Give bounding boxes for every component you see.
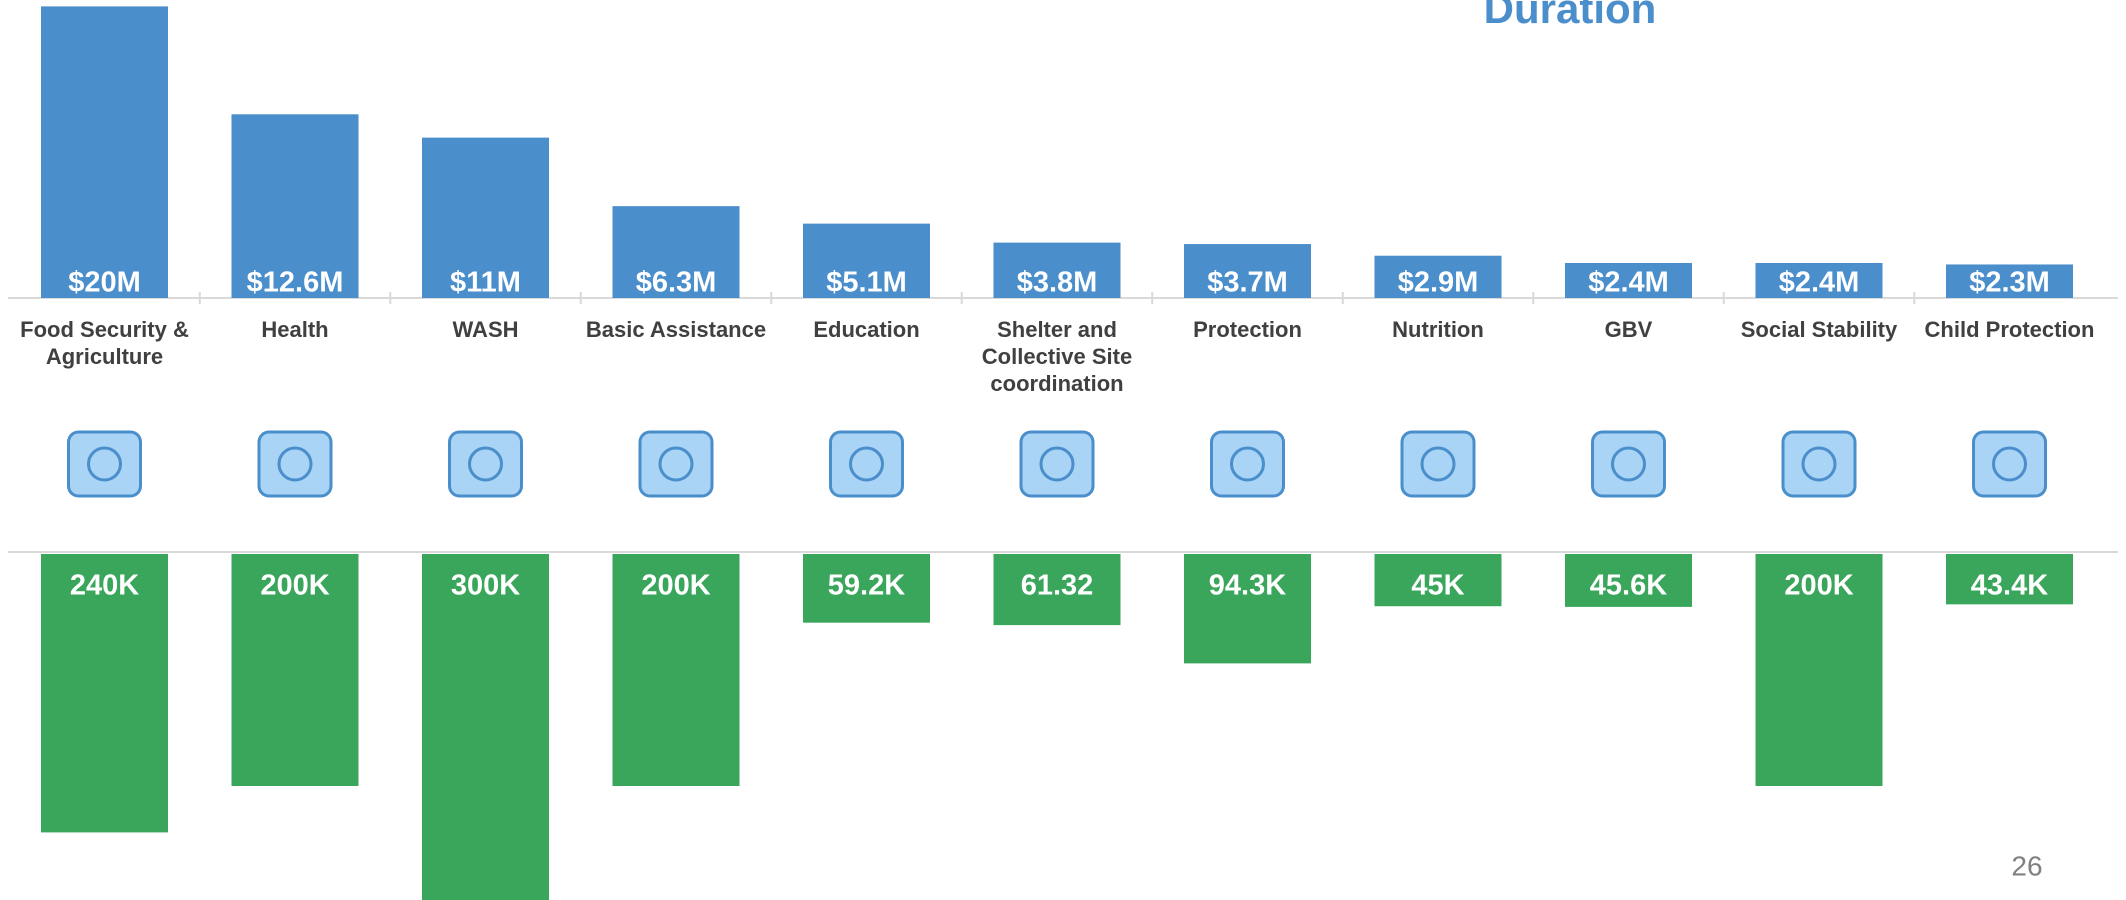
value-label: 43.4K xyxy=(1971,570,2048,602)
value-label: 61.32 xyxy=(1021,570,1094,602)
icon xyxy=(448,430,523,498)
bar xyxy=(1374,255,1502,298)
value-label: 300K xyxy=(451,570,520,602)
value-label: 200K xyxy=(260,570,329,602)
value-label: $2.9M xyxy=(1398,267,1479,299)
bar xyxy=(231,554,359,786)
bar xyxy=(993,554,1121,626)
icon xyxy=(67,430,142,498)
bar xyxy=(1565,263,1692,298)
page-number: 26 xyxy=(2011,850,2042,881)
bar xyxy=(1184,244,1311,298)
icon xyxy=(1781,430,1857,498)
icon xyxy=(829,430,904,498)
value-label: 240K xyxy=(70,570,139,602)
value-label: $2.4M xyxy=(1779,267,1860,299)
bar xyxy=(422,137,549,298)
value-label: $2.3M xyxy=(1969,267,2050,299)
value-label: $12.6M xyxy=(247,267,344,299)
category-label: WASH xyxy=(452,317,519,342)
bar xyxy=(41,6,168,299)
bar xyxy=(612,554,740,786)
bar xyxy=(1184,554,1311,664)
bar xyxy=(1946,554,2073,605)
bar xyxy=(1755,263,1883,298)
bar xyxy=(1565,554,1692,607)
icon xyxy=(1400,430,1476,498)
value-label: 45.6K xyxy=(1590,570,1667,602)
bar xyxy=(1946,264,2073,298)
bar xyxy=(1374,554,1502,607)
icon xyxy=(638,430,714,498)
bar xyxy=(41,554,168,833)
value-label: 200K xyxy=(641,570,710,602)
value-label: $2.4M xyxy=(1588,267,1669,299)
category-label: Nutrition xyxy=(1392,317,1484,342)
category-label: GBV xyxy=(1604,317,1653,342)
bar xyxy=(1755,554,1883,786)
value-label: 94.3K xyxy=(1209,570,1286,602)
value-label: $11M xyxy=(450,267,521,299)
category-label: Child Protection xyxy=(1924,317,2095,342)
icon xyxy=(1210,430,1285,498)
category-label: Education xyxy=(813,317,920,342)
bar xyxy=(993,242,1121,298)
bar xyxy=(803,554,930,623)
value-label: $5.1M xyxy=(826,267,907,299)
value-label: 45K xyxy=(1411,570,1464,602)
icon xyxy=(1591,430,1666,498)
bar xyxy=(422,554,549,900)
bar xyxy=(803,223,930,298)
value-label: $6.3M xyxy=(636,267,717,299)
category-label: Protection xyxy=(1193,317,1302,342)
bar xyxy=(231,114,359,299)
category-label: Health xyxy=(261,317,329,342)
bar xyxy=(612,206,740,298)
category-label: Shelter and Collective Site coordination xyxy=(981,317,1133,396)
chart-title: Duration xyxy=(1484,0,1657,32)
value-label: $3.8M xyxy=(1017,267,1098,299)
value-label: $3.7M xyxy=(1207,267,1288,299)
value-label: 200K xyxy=(1784,570,1853,602)
category-label: Food Security & Agriculture xyxy=(20,317,189,369)
category-label: Social Stability xyxy=(1740,317,1898,342)
icon xyxy=(1019,430,1095,498)
category-label: Basic Assistance xyxy=(585,317,767,342)
icon xyxy=(257,430,333,498)
icon xyxy=(1972,430,2047,498)
value-label: $20M xyxy=(68,267,141,299)
value-label: 59.2K xyxy=(828,570,905,602)
